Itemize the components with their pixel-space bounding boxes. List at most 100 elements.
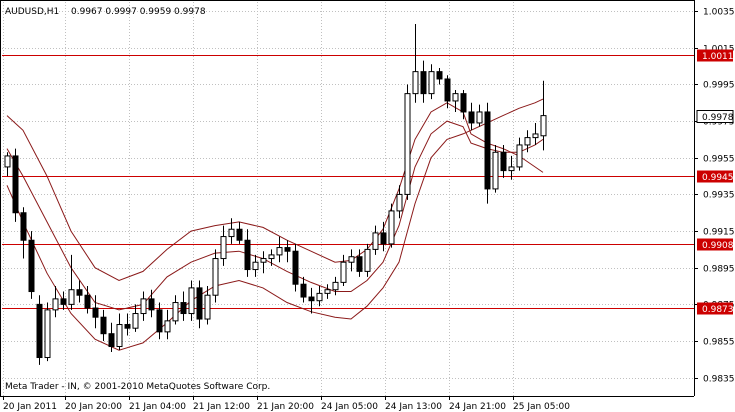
candle-body-bear xyxy=(60,298,67,305)
level-label-box xyxy=(697,302,733,315)
candle xyxy=(396,185,403,219)
candle-body-bull xyxy=(508,166,515,172)
candle xyxy=(516,137,523,171)
candle xyxy=(76,280,83,303)
candle xyxy=(308,287,315,314)
candle xyxy=(532,122,539,145)
candle xyxy=(244,229,251,277)
candle-body-bull xyxy=(52,298,59,311)
candle-body-bear xyxy=(468,111,475,124)
candle xyxy=(332,276,339,296)
candle xyxy=(436,67,443,85)
candle-body-bear xyxy=(460,93,467,113)
level-label: 0.9945 xyxy=(702,173,734,183)
candle-body-bear xyxy=(380,232,387,245)
candle-body-bull xyxy=(428,71,435,95)
candle-body-bear xyxy=(180,302,187,315)
grid-lines xyxy=(2,2,694,396)
candle-body-bull xyxy=(44,309,51,359)
horizontal-levels[interactable] xyxy=(2,55,694,309)
chart-symbol-title: AUDUSD,H1 xyxy=(5,7,59,17)
candle-body-bull xyxy=(492,151,499,190)
x-tick-label: 24 Jan 13:00 xyxy=(385,402,442,412)
candle-body-bear xyxy=(308,296,315,302)
candle xyxy=(500,144,507,178)
candle xyxy=(156,302,163,340)
candle-body-bull xyxy=(340,261,347,283)
candle xyxy=(460,89,467,120)
candle xyxy=(228,218,235,244)
candle-body-bull xyxy=(316,292,323,302)
candle-body-bull xyxy=(68,289,75,305)
current-price-box xyxy=(696,110,734,123)
candle xyxy=(164,309,171,340)
candlestick-series xyxy=(4,23,547,365)
candle xyxy=(236,221,243,244)
candle xyxy=(252,254,259,277)
candle xyxy=(508,155,515,180)
candle-body-bear xyxy=(484,111,491,190)
level-label-box xyxy=(697,170,733,183)
candle xyxy=(380,221,387,252)
candle xyxy=(108,322,115,353)
candle-body-bull xyxy=(396,193,403,212)
candle xyxy=(428,64,435,100)
x-tick-label: 25 Jan 05:00 xyxy=(513,402,570,412)
candle xyxy=(212,249,219,303)
candle-body-bull xyxy=(268,254,275,260)
candle-body-bear xyxy=(100,316,107,335)
x-tick-label: 24 Jan 05:00 xyxy=(321,402,378,412)
candle-body-bull xyxy=(116,324,123,348)
candle xyxy=(132,304,139,332)
candle xyxy=(364,243,371,277)
candle-body-bear xyxy=(92,307,99,318)
candle xyxy=(116,313,123,351)
candle-body-bear xyxy=(20,212,27,241)
candle xyxy=(52,286,59,318)
candle xyxy=(84,286,91,314)
candle xyxy=(140,291,147,321)
chart-copyright: Meta Trader - IN, © 2001-2010 MetaQuotes… xyxy=(5,382,270,392)
candle xyxy=(92,295,99,329)
candle xyxy=(300,276,307,303)
candle xyxy=(100,309,107,342)
candle-body-bear xyxy=(292,250,299,285)
candle xyxy=(316,286,323,307)
candle xyxy=(220,225,227,266)
candle-body-bull xyxy=(212,258,219,296)
level-label: 0.9908 xyxy=(702,241,734,251)
candle-body-bear xyxy=(148,298,155,311)
candle xyxy=(180,291,187,321)
candle-body-bear xyxy=(236,228,243,241)
candle xyxy=(476,104,483,127)
candle-body-bull xyxy=(4,155,11,168)
candle xyxy=(468,102,475,131)
y-tick-label: 0.9995 xyxy=(703,81,735,91)
candle-body-bear xyxy=(84,294,91,309)
envelope-upper-line xyxy=(6,102,544,282)
candle-body-bull xyxy=(404,93,411,195)
candle xyxy=(260,251,267,274)
candle-body-bear xyxy=(108,333,115,348)
candle xyxy=(60,291,67,310)
candle-body-bull xyxy=(540,115,547,137)
level-label-box xyxy=(697,238,733,251)
axes xyxy=(0,0,698,400)
candle xyxy=(12,148,19,222)
candle xyxy=(388,203,395,248)
x-tick-label: 20 Jan 2011 xyxy=(3,402,57,412)
y-tick-label: 0.9855 xyxy=(703,338,735,348)
candle-body-bull xyxy=(220,236,227,260)
candle-body-bull xyxy=(524,137,531,146)
candle xyxy=(4,152,11,177)
candle xyxy=(524,130,531,153)
candle xyxy=(36,295,43,365)
candle-body-bull xyxy=(260,258,267,263)
candle-body-bear xyxy=(284,247,291,252)
candle-body-bear xyxy=(436,71,443,80)
candle xyxy=(28,231,35,299)
candle xyxy=(148,289,155,318)
candle xyxy=(540,80,547,151)
candle-body-bear xyxy=(420,71,427,95)
